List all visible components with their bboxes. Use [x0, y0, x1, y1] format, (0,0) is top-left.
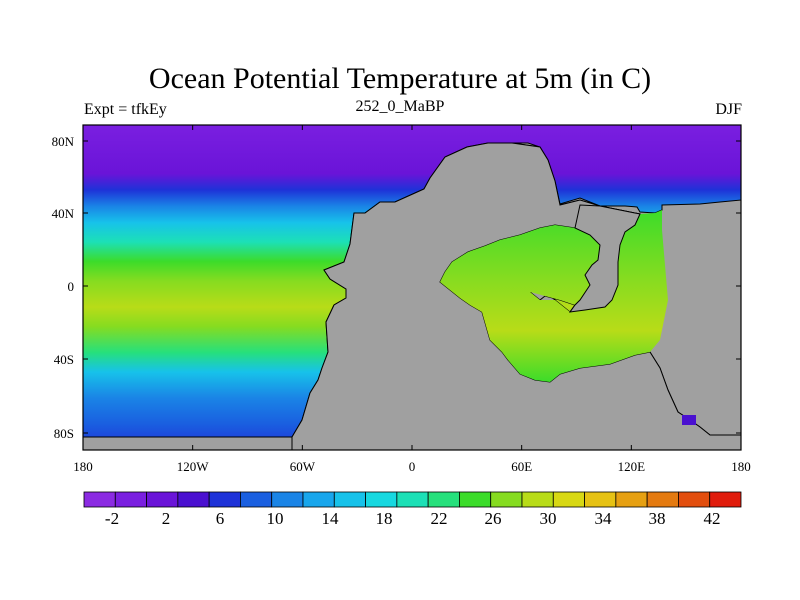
colorbar-swatch — [490, 491, 523, 508]
season-label: DJF — [715, 101, 742, 118]
colorbar-label: 38 — [648, 509, 666, 528]
colorbar-swatch — [678, 491, 711, 508]
cold-spot — [682, 415, 696, 425]
colorbar-swatch — [146, 491, 179, 508]
x-tick-label: 120W — [177, 459, 210, 474]
x-tick-label: 180 — [73, 459, 93, 474]
y-tick-label: 40N — [52, 206, 75, 221]
colorbar-swatch — [208, 491, 241, 508]
y-tick-label: 40S — [54, 352, 74, 367]
colorbar-swatch — [646, 491, 679, 508]
experiment-label: Expt = tfkEy — [84, 101, 167, 118]
x-tick-label: 120E — [618, 459, 646, 474]
colorbar-label: 34 — [594, 509, 612, 528]
colorbar-swatch — [584, 491, 617, 508]
cimmeria-landmass — [568, 204, 641, 313]
map-title: Ocean Potential Temperature at 5m (in C) — [148, 62, 652, 95]
colorbar-label: 42 — [703, 509, 721, 528]
colorbar-label: 10 — [266, 509, 284, 528]
y-tick-label: 80N — [52, 134, 75, 149]
colorbar-swatch — [459, 491, 492, 508]
y-tick-label: 80S — [54, 426, 74, 441]
colorbar-label: 6 — [215, 509, 225, 528]
colorbar-label: 22 — [430, 509, 448, 528]
colorbar-swatch — [552, 491, 585, 508]
x-axis-labels: 180 120W 60W 0 60E 120E 180 — [73, 459, 751, 474]
colorbar-swatch — [427, 491, 460, 508]
colorbar-label: -2 — [104, 509, 120, 528]
axis-ticks — [82, 125, 742, 450]
x-tick-label: 60E — [511, 459, 532, 474]
colorbar-swatch — [396, 491, 429, 508]
colorbar-label: 14 — [321, 509, 339, 528]
colorbar-swatch — [365, 491, 398, 508]
colorbar — [83, 491, 742, 508]
colorbar-swatch — [615, 491, 648, 508]
colorbar-swatch — [271, 491, 304, 508]
x-tick-label: 0 — [409, 459, 416, 474]
y-axis-labels: 80N 40N 0 40S 80S — [52, 134, 75, 441]
x-tick-label: 60W — [290, 459, 316, 474]
colorbar-label: 2 — [161, 509, 171, 528]
colorbar-swatch — [83, 491, 116, 508]
colorbar-swatch — [114, 491, 147, 508]
period-label: 252_0_MaBP — [355, 98, 445, 115]
colorbar-swatch — [302, 491, 335, 508]
tethys-sea — [440, 210, 668, 382]
x-tick-label: 180 — [731, 459, 751, 474]
colorbar-swatch — [709, 491, 742, 508]
colorbar-swatch — [521, 491, 554, 508]
colorbar-label: 18 — [375, 509, 393, 528]
y-tick-label: 0 — [68, 279, 75, 294]
colorbar-swatch — [240, 491, 273, 508]
colorbar-swatch — [177, 491, 210, 508]
colorbar-label: 26 — [484, 509, 502, 528]
colorbar-swatch — [333, 491, 366, 508]
colorbar-label: 30 — [539, 509, 557, 528]
